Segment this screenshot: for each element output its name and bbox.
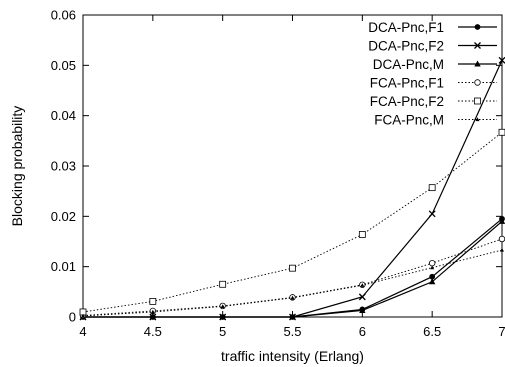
data-point-marker — [289, 313, 296, 320]
y-tick-label: 0.02 — [51, 209, 76, 224]
legend-label: FCA-Pnc,M — [374, 113, 444, 128]
y-tick-label: 0.01 — [51, 259, 76, 274]
data-point-marker — [290, 295, 295, 300]
legend-marker — [474, 24, 481, 30]
legend-label: FCA-Pnc,F2 — [370, 94, 444, 109]
legend-marker — [474, 79, 481, 86]
data-point-marker — [428, 278, 436, 285]
data-point-marker — [81, 313, 85, 318]
y-tick-label: 0.06 — [51, 8, 76, 23]
series-line — [82, 238, 503, 316]
data-point-marker — [220, 304, 225, 309]
data-point-marker — [428, 259, 436, 267]
data-point-marker — [500, 247, 504, 252]
legend-marker — [475, 117, 480, 122]
x-tick-label: 7 — [498, 324, 505, 339]
y-tick-label: 0.04 — [51, 108, 76, 123]
x-tick-label: 4.5 — [144, 324, 162, 339]
data-point-marker — [428, 184, 436, 192]
data-point-marker — [219, 313, 226, 320]
data-point-marker — [498, 217, 505, 224]
legend-label: DCA-Pnc,M — [373, 57, 444, 72]
series-line — [82, 131, 503, 313]
data-point-marker — [428, 210, 436, 218]
series-line — [82, 249, 503, 317]
data-point-marker — [149, 313, 157, 320]
axis-ticks: 4 4.5 5 5.5 6 6.5 7 0 0.01 0.02 0.03 0.04 0.05 0.06 — [51, 8, 505, 340]
y-tick-label: 0.03 — [51, 159, 76, 174]
x-tick-label: 4 — [79, 324, 86, 339]
series-FCA-Pnc,M — [81, 247, 504, 318]
data-point-marker — [360, 283, 365, 287]
legend-label: DCA-Pnc,F2 — [368, 39, 444, 54]
series-layer — [79, 56, 505, 321]
series-FCA-Pnc,F1 — [79, 235, 505, 319]
legend-marker — [474, 60, 481, 67]
data-point-marker — [289, 264, 296, 272]
x-tick-label: 6 — [359, 324, 366, 339]
data-point-marker — [358, 231, 366, 238]
data-point-marker — [498, 128, 505, 136]
y-tick-label: 0.05 — [51, 58, 76, 73]
y-tick-label: 0 — [69, 310, 76, 325]
data-point-marker — [150, 309, 155, 314]
x-axis-label: traffic intensity (Erlang) — [221, 348, 364, 364]
legend-marker — [474, 97, 481, 105]
data-point-marker — [219, 280, 227, 288]
legend-label: DCA-Pnc,F1 — [368, 20, 444, 35]
x-tick-label: 5.5 — [283, 324, 301, 339]
data-point-marker — [430, 265, 435, 270]
x-tick-label: 6.5 — [423, 324, 441, 339]
legend-marker — [474, 42, 481, 49]
series-FCA-Pnc,F2 — [79, 128, 505, 316]
data-point-marker — [359, 306, 366, 313]
data-point-marker — [498, 235, 505, 243]
legend: DCA-Pnc,F1 DCA-Pnc,F2 DCA-Pnc,M FCA-Pnc,F1 F… — [368, 20, 497, 128]
legend-label: FCA-Pnc,F1 — [370, 76, 444, 91]
data-point-marker — [149, 297, 157, 305]
y-axis-label: Blocking probability — [9, 106, 25, 227]
data-point-marker — [498, 56, 505, 64]
x-tick-label: 5 — [219, 324, 226, 339]
data-point-marker — [358, 293, 366, 301]
